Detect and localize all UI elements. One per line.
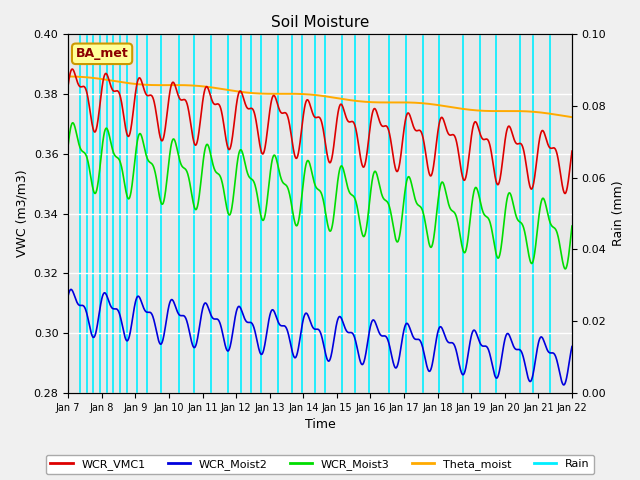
Title: Soil Moisture: Soil Moisture [271, 15, 369, 30]
X-axis label: Time: Time [305, 419, 335, 432]
Y-axis label: Rain (mm): Rain (mm) [612, 181, 625, 246]
Text: BA_met: BA_met [76, 48, 129, 60]
Y-axis label: VWC (m3/m3): VWC (m3/m3) [15, 170, 28, 257]
Legend: WCR_VMC1, WCR_Moist2, WCR_Moist3, Theta_moist, Rain: WCR_VMC1, WCR_Moist2, WCR_Moist3, Theta_… [46, 455, 594, 474]
